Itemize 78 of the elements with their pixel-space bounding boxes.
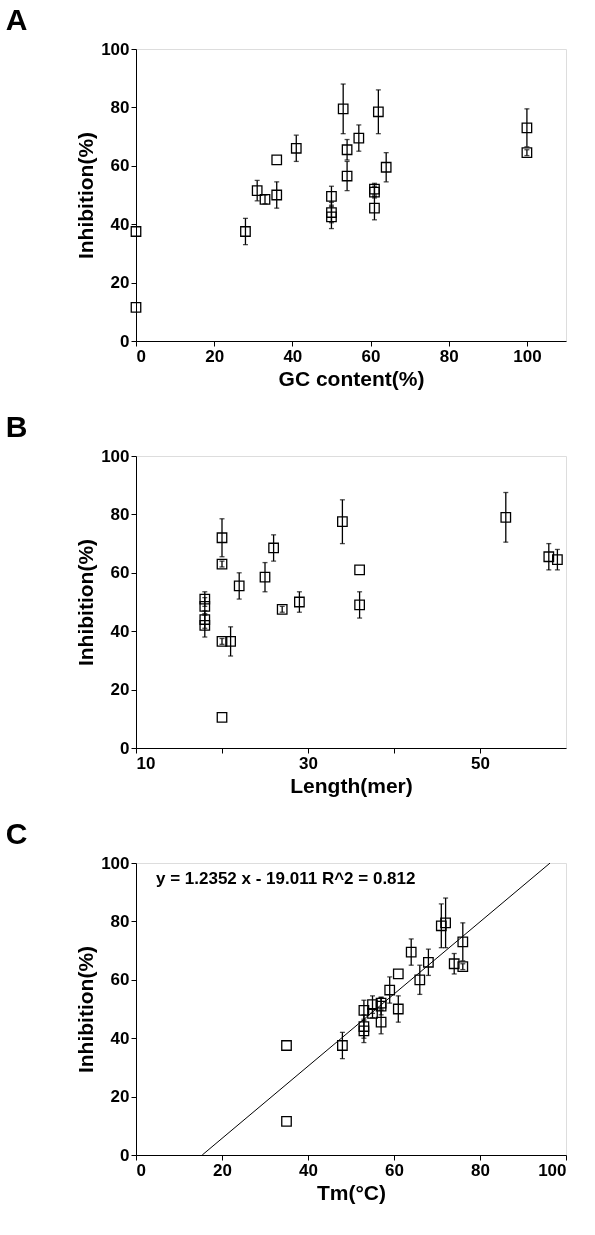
point (392, 1003, 404, 1015)
point (435, 920, 447, 932)
point (130, 226, 142, 237)
point (341, 170, 353, 182)
x-tick-label: 100 (538, 1160, 567, 1180)
y-tick-label: 80 (110, 504, 130, 524)
point (251, 185, 263, 197)
point (358, 1025, 370, 1037)
y-tick-label: 60 (110, 156, 130, 176)
y-tick-label: 80 (110, 911, 130, 931)
y-tick-label: 20 (110, 273, 130, 293)
x-tick-label: 20 (213, 1160, 232, 1180)
x-tick-label: 100 (513, 346, 542, 366)
point (375, 1016, 387, 1028)
y-tick-label: 60 (110, 970, 130, 990)
x-axis-title: Length(mer) (290, 773, 413, 797)
point (240, 226, 251, 237)
y-tick-label: 0 (120, 738, 130, 758)
x-tick-label: 20 (205, 346, 225, 366)
point (414, 974, 426, 986)
y-tick-label: 20 (110, 1087, 130, 1107)
point (448, 958, 460, 970)
y-axis-title: Inhibition(%) (74, 945, 98, 1074)
point (358, 1021, 370, 1032)
y-axis-title: Inhibition(%) (74, 538, 98, 667)
point (326, 207, 337, 218)
y-tick-label: 60 (110, 563, 130, 583)
y-tick-label: 100 (101, 39, 130, 59)
y-tick-label: 80 (110, 97, 130, 117)
y-tick-label: 100 (101, 853, 130, 873)
x-tick-label: 10 (136, 753, 156, 773)
x-axis-title: Tm(°C) (316, 1180, 387, 1204)
point (372, 106, 384, 118)
point (521, 122, 533, 134)
point (405, 946, 417, 958)
x-tick-label: 80 (471, 1160, 490, 1180)
x-tick-label: 30 (299, 753, 318, 773)
chart-title: B (5, 410, 28, 443)
point (337, 103, 349, 115)
point (369, 202, 380, 214)
y-tick-label: 0 (120, 331, 130, 351)
x-axis-title: GC content(%) (278, 366, 425, 390)
y-tick-label: 100 (101, 446, 130, 466)
x-tick-label: 0 (136, 1160, 146, 1180)
point (380, 161, 392, 173)
point (326, 191, 337, 202)
point (341, 144, 353, 156)
annotation: y = 1.2352 x - 19.011 R^2 = 0.812 (156, 869, 416, 888)
x-tick-label: 40 (299, 1160, 318, 1180)
chart-title: C (5, 817, 28, 850)
point (271, 189, 283, 201)
chart-title: A (5, 3, 28, 36)
x-tick-label: 80 (439, 346, 459, 366)
point (353, 132, 365, 144)
point (326, 211, 337, 223)
y-tick-label: 40 (110, 621, 130, 641)
y-tick-label: 20 (110, 680, 130, 700)
x-tick-label: 50 (471, 753, 490, 773)
point (130, 302, 142, 313)
point (358, 1005, 370, 1016)
point (337, 1040, 348, 1051)
point (290, 142, 302, 154)
y-tick-label: 0 (120, 1145, 130, 1165)
x-tick-label: 0 (136, 346, 146, 366)
y-axis-title: Inhibition(%) (74, 131, 98, 260)
point (423, 956, 434, 968)
y-tick-label: 40 (110, 214, 130, 234)
point (440, 917, 451, 929)
point (457, 936, 469, 948)
x-tick-label: 40 (283, 346, 303, 366)
x-tick-label: 60 (361, 346, 381, 366)
point (271, 154, 283, 166)
point (281, 1040, 292, 1051)
y-tick-label: 40 (110, 1028, 130, 1048)
x-tick-label: 60 (385, 1160, 404, 1180)
point (281, 1116, 292, 1127)
point (392, 968, 404, 980)
point (384, 984, 396, 996)
